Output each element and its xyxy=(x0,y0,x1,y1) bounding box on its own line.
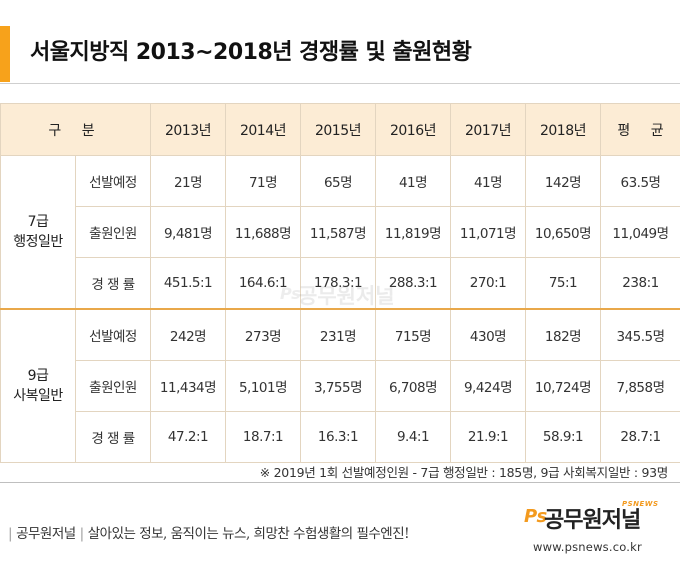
table-cell: 16.3:1 xyxy=(300,411,376,463)
logo-name: 공무원저널 xyxy=(544,508,641,533)
header-2018: 2018년 xyxy=(525,103,601,156)
table-row: 출원인원 11,434명 5,101명 3,755명 6,708명 9,424명… xyxy=(1,360,680,412)
table-row: 경 쟁 률 47.2:1 18.7:1 16.3:1 9.4:1 21.9:1 … xyxy=(1,411,680,463)
row-label: 경 쟁 률 xyxy=(75,411,151,463)
logo-ps-mark: Ps xyxy=(524,506,548,527)
group-grade: 7급 xyxy=(27,214,49,230)
row-label: 선발예정 xyxy=(75,308,151,361)
table-cell: 11,688명 xyxy=(225,206,301,258)
table-cell: 288.3:1 xyxy=(375,257,451,310)
table-row: 경 쟁 률 451.5:1 164.6:1 178.3:1 288.3:1 27… xyxy=(1,257,680,310)
table-cell: 11,434명 xyxy=(150,360,226,412)
table-cell: 451.5:1 xyxy=(150,257,226,310)
header-category: 구 분 xyxy=(0,103,151,156)
footer-brand: 공무원저널 xyxy=(16,526,76,542)
table-cell: 11,587명 xyxy=(300,206,376,258)
table-cell: 47.2:1 xyxy=(150,411,226,463)
table-cell: 270:1 xyxy=(450,257,526,310)
table-cell: 58.9:1 xyxy=(525,411,601,463)
logo-small-text: PSNEWS xyxy=(622,500,659,508)
table-cell: 41명 xyxy=(450,155,526,207)
header-2015: 2015년 xyxy=(300,103,376,156)
header-average: 평 균 xyxy=(600,103,680,156)
header-2016: 2016년 xyxy=(375,103,451,156)
table-cell: 142명 xyxy=(525,155,601,207)
table-cell: 273명 xyxy=(225,308,301,361)
table-cell: 10,650명 xyxy=(525,206,601,258)
table-cell: 10,724명 xyxy=(525,360,601,412)
separator: | xyxy=(8,526,13,542)
group-grade: 9급 xyxy=(27,368,49,384)
row-label: 출원인원 xyxy=(75,360,151,412)
table-cell: 75:1 xyxy=(525,257,601,310)
group-field: 행정일반 xyxy=(13,234,63,250)
header-2013: 2013년 xyxy=(150,103,226,156)
table-cell: 7,858명 xyxy=(600,360,680,412)
header-2017: 2017년 xyxy=(450,103,526,156)
brand-logo: Ps 공무원저널 PSNEWS xyxy=(524,500,674,536)
footnote: ※ 2019년 1회 선발예정인원 - 7급 행정일반 : 185명, 9급 사… xyxy=(259,465,669,480)
table-cell: 242명 xyxy=(150,308,226,361)
row-label: 선발예정 xyxy=(75,155,151,207)
row-label: 경 쟁 률 xyxy=(75,257,151,310)
table-cell: 238:1 xyxy=(600,257,680,310)
separator: | xyxy=(79,526,85,542)
table-cell: 164.6:1 xyxy=(225,257,301,310)
table-row: 출원인원 9,481명 11,688명 11,587명 11,819명 11,0… xyxy=(1,206,680,258)
group-label-9급: 9급 사복일반 xyxy=(0,308,76,463)
table-cell: 71명 xyxy=(225,155,301,207)
table-cell: 9,424명 xyxy=(450,360,526,412)
table-cell: 21.9:1 xyxy=(450,411,526,463)
table-cell: 178.3:1 xyxy=(300,257,376,310)
table-cell: 41명 xyxy=(375,155,451,207)
title-divider xyxy=(0,83,680,84)
group-field: 사복일반 xyxy=(13,388,63,404)
site-url: www.psnews.co.kr xyxy=(533,540,642,554)
table-cell: 6,708명 xyxy=(375,360,451,412)
table-cell: 430명 xyxy=(450,308,526,361)
footer-divider xyxy=(0,482,680,483)
competition-table: 구 분 2013년 2014년 2015년 2016년 2017년 2018년 … xyxy=(0,103,680,463)
footer-slogan: 살아있는 정보, 움직이는 뉴스, 희망찬 수험생활의 필수엔진! xyxy=(87,526,410,542)
header-2014: 2014년 xyxy=(225,103,301,156)
table-cell: 182명 xyxy=(525,308,601,361)
table-header-row: 구 분 2013년 2014년 2015년 2016년 2017년 2018년 … xyxy=(0,103,680,156)
title-accent-bar xyxy=(0,26,10,82)
table-row: 9급 사복일반 선발예정 242명 273명 231명 715명 430명 18… xyxy=(0,308,680,463)
table-cell: 63.5명 xyxy=(600,155,680,207)
group-label-7급: 7급 행정일반 xyxy=(0,155,76,310)
footer-tagline: | 공무원저널 | 살아있는 정보, 움직이는 뉴스, 희망찬 수험생활의 필수엔진! xyxy=(4,522,410,542)
table-cell: 11,049명 xyxy=(600,206,680,258)
table-cell: 231명 xyxy=(300,308,376,361)
table-cell: 715명 xyxy=(375,308,451,361)
table-cell: 11,819명 xyxy=(375,206,451,258)
table-cell: 9.4:1 xyxy=(375,411,451,463)
row-label: 출원인원 xyxy=(75,206,151,258)
table-cell: 3,755명 xyxy=(300,360,376,412)
table-cell: 28.7:1 xyxy=(600,411,680,463)
table-cell: 65명 xyxy=(300,155,376,207)
table-cell: 11,071명 xyxy=(450,206,526,258)
table-cell: 345.5명 xyxy=(600,308,680,361)
table-cell: 5,101명 xyxy=(225,360,301,412)
table-cell: 21명 xyxy=(150,155,226,207)
page-title: 서울지방직 2013~2018년 경쟁률 및 출원현황 xyxy=(30,40,472,65)
table-cell: 9,481명 xyxy=(150,206,226,258)
table-row: 7급 행정일반 선발예정 21명 71명 65명 41명 41명 142명 63… xyxy=(0,155,680,310)
table-cell: 18.7:1 xyxy=(225,411,301,463)
